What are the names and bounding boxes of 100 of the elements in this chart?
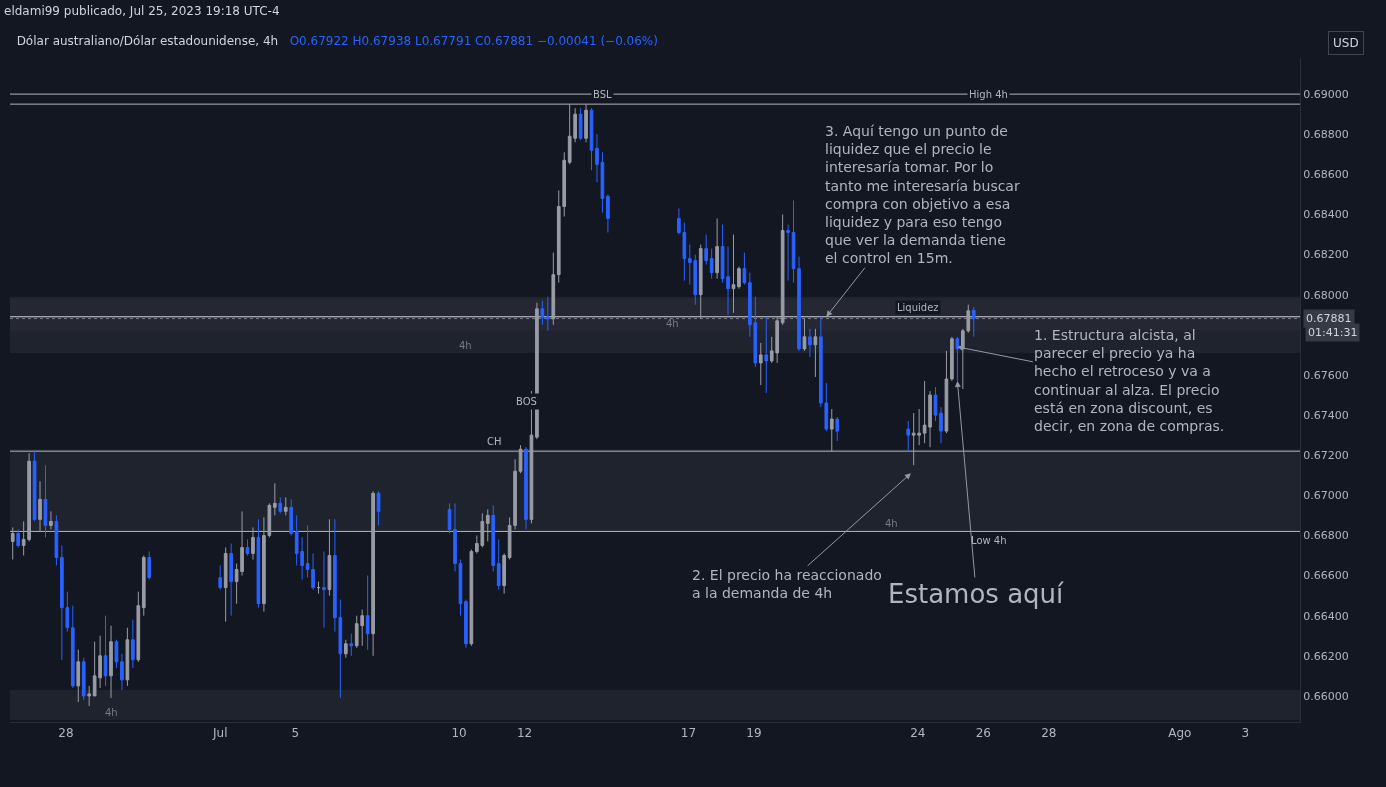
candlestick xyxy=(251,526,255,561)
ref-line-label: 0.67881 xyxy=(1306,312,1352,325)
x-tick-label: 5 xyxy=(291,726,300,741)
band-label: 4h xyxy=(459,340,472,351)
candlestick xyxy=(540,300,545,326)
x-tick-label: 3 xyxy=(1241,726,1250,741)
candlestick xyxy=(704,234,709,266)
annotation: CH xyxy=(487,436,502,447)
annotation: 2. El precio ha reaccionado a la demanda de 4h xyxy=(692,567,882,602)
candlestick xyxy=(349,633,354,657)
candlestick xyxy=(70,605,75,689)
candlestick xyxy=(906,420,911,452)
candlestick xyxy=(43,464,48,538)
y-tick-label: 0.68200 xyxy=(1303,248,1349,262)
x-tick-label: Ago xyxy=(1168,726,1192,741)
x-tick-label: 17 xyxy=(680,726,697,741)
candlestick xyxy=(551,252,556,326)
candlestick xyxy=(147,550,152,581)
y-axis-title: USD xyxy=(1333,36,1359,50)
candlestick xyxy=(136,591,141,663)
candlestick xyxy=(524,446,528,530)
annotation: Estamos aquí xyxy=(888,579,1065,609)
chart-subtitle: O0.67922 H0.67938 L0.67791 C0.67881 −0.00041 (−0.06%) xyxy=(289,34,658,49)
x-tick-label: 26 xyxy=(975,726,991,741)
annotation: Low 4h xyxy=(971,535,1007,546)
candlestick xyxy=(54,514,59,567)
y-tick-label: 0.67000 xyxy=(1303,489,1349,503)
candlestick xyxy=(469,548,474,647)
band-label: 4h xyxy=(885,518,898,529)
text: eldami99 publicado, Jul 25, 2023 19:18 UTC-4 xyxy=(4,4,280,18)
candlestick xyxy=(120,653,124,691)
candlestick xyxy=(737,266,741,290)
candlestick xyxy=(343,639,348,659)
candlestick xyxy=(322,550,326,629)
y-tick-label: 0.67600 xyxy=(1303,368,1349,382)
candlestick xyxy=(731,234,736,314)
candlestick xyxy=(376,490,381,526)
candlestick xyxy=(278,496,283,514)
candlestick xyxy=(786,224,790,282)
candlestick xyxy=(578,107,583,141)
y-tick-label: 0.68400 xyxy=(1303,208,1349,222)
candlestick xyxy=(76,649,81,703)
y-tick-label: 0.68000 xyxy=(1303,288,1349,302)
candlestick xyxy=(49,510,53,530)
candlestick xyxy=(289,498,294,536)
candlestick xyxy=(10,526,15,561)
annotation: BOS xyxy=(516,396,537,407)
candlestick xyxy=(491,504,496,573)
candlestick xyxy=(829,408,834,452)
candlestick xyxy=(371,490,375,657)
candlestick xyxy=(109,625,113,699)
candlestick xyxy=(496,538,501,591)
y-tick-label: 0.69000 xyxy=(1303,87,1349,101)
annotation: 3. Aquí tengo un punto de liquidez que el precio le interesaría tomar. Por lo tanto me interesaría buscar compra con objetivo a esa liquidez y para eso tengo que ver la demanda tiene el control en 15m. xyxy=(825,123,1020,267)
annotation: Liquidez xyxy=(897,302,939,313)
candlestick xyxy=(223,546,228,623)
candlestick xyxy=(114,639,119,669)
candlestick xyxy=(327,518,332,597)
candlestick xyxy=(316,581,321,595)
candlestick xyxy=(698,244,703,320)
candlestick xyxy=(835,416,840,442)
chart-title: Dólar australiano/Dólar estadounidense, 4h xyxy=(16,34,279,49)
band-label: 4h xyxy=(666,318,679,329)
y-tick-label: 0.67200 xyxy=(1303,449,1349,463)
candlestick xyxy=(606,193,610,234)
candlestick xyxy=(546,296,550,332)
y-tick-label: 0.66400 xyxy=(1303,609,1349,623)
candlestick xyxy=(283,496,288,516)
x-tick-label: 28 xyxy=(58,726,74,741)
band-label: 4h xyxy=(105,707,118,718)
x-tick-label: 19 xyxy=(746,726,762,741)
candlestick xyxy=(780,213,785,326)
candlestick xyxy=(971,306,976,338)
candlestick xyxy=(742,252,747,286)
candlestick xyxy=(802,318,807,352)
candlestick xyxy=(950,336,954,382)
candlestick xyxy=(502,552,506,595)
candlestick xyxy=(813,328,818,378)
candlestick xyxy=(464,599,468,649)
candlestick xyxy=(808,328,812,358)
x-tick-label: 12 xyxy=(516,726,533,741)
y-tick-label: 0.66800 xyxy=(1303,529,1349,543)
candlestick xyxy=(485,508,490,542)
candlestick xyxy=(16,528,21,548)
x-tick-label: 24 xyxy=(910,726,926,741)
candlestick xyxy=(518,444,523,474)
y-tick-label: 0.66200 xyxy=(1303,649,1349,663)
candlestick xyxy=(709,248,714,280)
candlestick xyxy=(87,685,92,707)
y-tick-label: 0.66000 xyxy=(1303,689,1349,703)
y-tick-label: 0.67400 xyxy=(1303,408,1349,422)
x-tick-label: Jul xyxy=(211,726,228,741)
candlestick xyxy=(584,103,588,143)
candlestick xyxy=(131,619,135,669)
x-tick-label: 28 xyxy=(1041,726,1057,741)
candlestick xyxy=(944,350,949,434)
candlestick xyxy=(141,555,146,617)
candlestick xyxy=(365,575,370,651)
candlestick xyxy=(32,450,37,522)
candlestick xyxy=(229,542,233,617)
